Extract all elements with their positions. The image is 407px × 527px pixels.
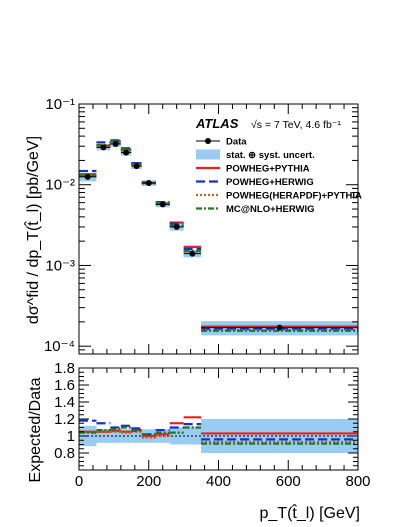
data-point: [123, 149, 130, 156]
data-point: [173, 223, 180, 230]
ratio-tick-label: 1: [67, 428, 75, 445]
x-tick-label: 0: [75, 473, 83, 490]
data-point: [100, 144, 107, 151]
energy-label: √s = 7 TeV, 4.6 fb⁻¹: [251, 119, 341, 131]
x-tick-label: 200: [136, 473, 161, 490]
legend-label: MC@NLO+HERWIG: [226, 204, 315, 215]
legend-label: POWHEG+PYTHIA: [226, 164, 310, 175]
ratio-panel: 0.811.21.41.61.8 0 200 400 600 800: [54, 360, 370, 490]
data-point: [189, 250, 196, 257]
y-tick-label: 10⁻²: [45, 177, 75, 194]
data-point: [112, 140, 119, 147]
legend-label: stat. ⊕ syst. uncert.: [226, 150, 315, 161]
ratio-tick-label: 1.8: [54, 360, 75, 377]
legend-label: POWHEG(HERAPDF)+PYTHIA: [226, 191, 362, 202]
ratio-band: [120, 429, 132, 443]
data-point: [276, 324, 283, 331]
top-panel: 10⁻⁴ 10⁻³ 10⁻² 10⁻¹: [44, 96, 359, 355]
legend-label: Data: [226, 137, 247, 148]
y-axis-label-ratio: Expected/Data: [27, 377, 44, 482]
legend-marker-band: [196, 149, 220, 160]
x-tick-label: 600: [276, 473, 301, 490]
data-point: [159, 201, 166, 208]
y-tick-label: 10⁻¹: [45, 96, 75, 113]
legend: Data stat. ⊕ syst. uncert. POWHEG+PYTHIA PO…: [196, 137, 362, 215]
data-point: [133, 163, 140, 170]
top-frame-bg: [79, 104, 358, 354]
y-tick-label: 10⁻³: [45, 257, 75, 274]
ratio-tick-label: 1.4: [54, 394, 75, 411]
legend-label: POWHEG+HERWIG: [226, 177, 314, 188]
y-axis-label-top: dσ^fid / dp_T(t̂_l) [pb/GeV]: [23, 136, 42, 324]
x-tick-label: 400: [206, 473, 231, 490]
experiment-label: ATLAS: [195, 116, 239, 131]
y-tick-label: 10⁻⁴: [44, 338, 75, 355]
legend-marker-data: [205, 138, 211, 144]
data-point: [145, 180, 152, 187]
data-point: [84, 173, 91, 180]
x-tick-label: 800: [345, 473, 370, 490]
ratio-tick-label: 1.6: [54, 377, 75, 394]
x-axis-label: p_T(t̂_l) [GeV]: [260, 503, 360, 522]
ratio-tick-label: 0.8: [54, 445, 75, 462]
y-axis-label-top-text: dσ^fid / dp_T(t̂_l) [pb/GeV]: [23, 136, 42, 324]
ratio-tick-label: 1.2: [54, 411, 75, 428]
